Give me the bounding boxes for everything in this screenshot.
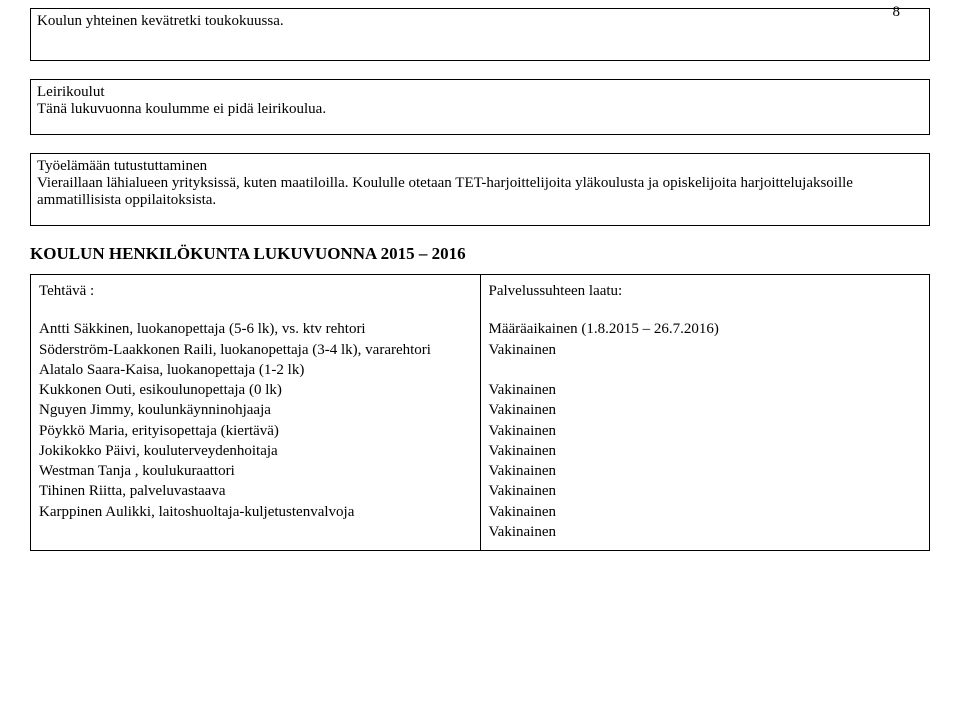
staff-role-6: Jokikokko Päivi, kouluterveydenhoitaja	[39, 441, 472, 461]
staff-status-6: Vakinainen	[489, 461, 922, 481]
box-worklife-line1: Työelämään tutustuttaminen	[37, 158, 923, 175]
staff-role-3: Kukkonen Outi, esikoulunopettaja (0 lk)	[39, 380, 472, 400]
box-trip-line1: Koulun yhteinen kevätretki toukokuussa.	[37, 13, 923, 30]
section-title: KOULUN HENKILÖKUNTA LUKUVUONNA 2015 – 20…	[30, 244, 930, 264]
box-camp-line1: Leirikoulut	[37, 84, 923, 101]
box-camp-line2: Tänä lukuvuonna koulumme ei pidä leiriko…	[37, 101, 923, 118]
staff-role-1: Söderström-Laakkonen Raili, luokanopetta…	[39, 340, 472, 360]
box-camp: Leirikoulut Tänä lukuvuonna koulumme ei …	[30, 79, 930, 135]
staff-role-0: Antti Säkkinen, luokanopettaja (5-6 lk),…	[39, 319, 472, 339]
staff-status-0: Määräaikainen (1.8.2015 – 26.7.2016)	[489, 319, 922, 339]
staff-status-8: Vakinainen	[489, 502, 922, 522]
staff-role-5: Pöykkö Maria, erityisopettaja (kiertävä)	[39, 421, 472, 441]
staff-status-9: Vakinainen	[489, 522, 922, 542]
staff-header-left: Tehtävä :	[39, 281, 472, 301]
page-number: 8	[893, 4, 901, 21]
box-worklife: Työelämään tutustuttaminen Vieraillaan l…	[30, 153, 930, 226]
staff-header-right: Palvelussuhteen laatu:	[489, 281, 922, 301]
staff-status-3: Vakinainen	[489, 400, 922, 420]
staff-status-5: Vakinainen	[489, 441, 922, 461]
staff-role-4: Nguyen Jimmy, koulunkäynninohjaaja	[39, 400, 472, 420]
staff-role-9: Karppinen Aulikki, laitoshuoltaja-kuljet…	[39, 502, 472, 522]
staff-table: Tehtävä : Antti Säkkinen, luokanopettaja…	[30, 274, 930, 551]
box-trip: Koulun yhteinen kevätretki toukokuussa.	[30, 8, 930, 61]
staff-status-1: Vakinainen	[489, 340, 922, 360]
staff-status-4: Vakinainen	[489, 421, 922, 441]
staff-role-2: Alatalo Saara-Kaisa, luokanopettaja (1-2…	[39, 360, 472, 380]
staff-role-7: Westman Tanja , koulukuraattori	[39, 461, 472, 481]
box-worklife-line2: Vieraillaan lähialueen yrityksissä, kute…	[37, 175, 923, 209]
staff-role-8: Tihinen Riitta, palveluvastaava	[39, 481, 472, 501]
staff-status-2: Vakinainen	[489, 380, 922, 400]
staff-status-7: Vakinainen	[489, 481, 922, 501]
